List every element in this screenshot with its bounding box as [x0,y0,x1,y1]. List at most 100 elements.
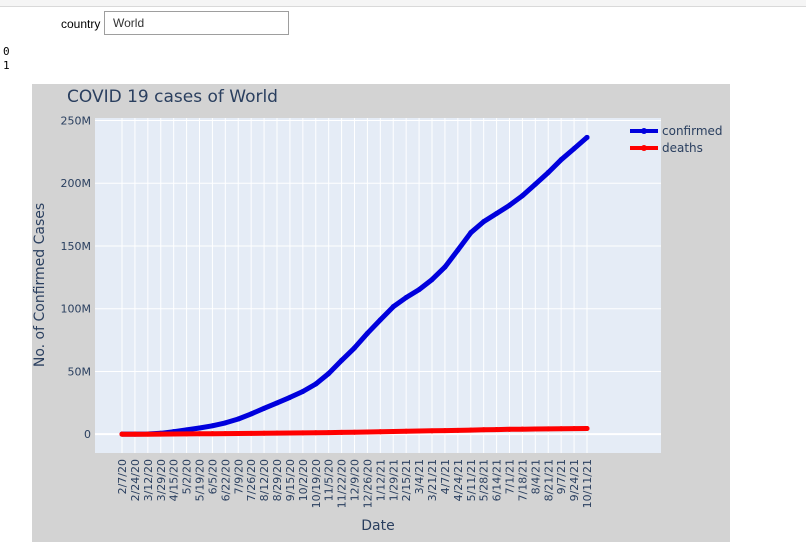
data-point-confirmed [197,425,202,431]
x-tick-label: 3/4/21 [413,459,426,494]
data-point-deaths [481,427,487,433]
x-tick-label: 12/26/20 [361,459,374,508]
x-tick-label: 3/21/21 [426,459,439,501]
x-tick-label: 10/19/20 [310,459,323,508]
data-point-deaths [455,427,461,433]
data-point-deaths [352,429,357,435]
data-point-deaths [571,426,577,432]
x-tick-label: 8/12/20 [258,459,271,501]
y-tick-label: 200M [61,177,92,190]
x-tick-label: 5/19/20 [194,459,207,501]
x-tick-label: 1/12/21 [374,459,387,501]
data-point-deaths [171,431,177,437]
x-tick-label: 8/4/21 [529,459,542,494]
x-tick-label: 1/29/21 [387,459,400,501]
legend-item-confirmed[interactable]: confirmed [630,124,723,138]
data-point-confirmed [209,423,215,429]
x-tick-label: 7/26/20 [245,459,258,501]
y-tick-label: 250M [61,115,92,128]
x-tick-label: 12/9/20 [349,459,362,501]
data-point-deaths [197,431,202,437]
x-tick-label: 9/7/21 [555,459,568,494]
data-point-confirmed [390,304,396,310]
data-point-confirmed [352,345,357,351]
data-point-confirmed [184,427,190,433]
data-point-deaths [507,426,512,432]
legend: confirmed deaths [630,124,723,155]
data-point-deaths [209,431,215,437]
data-point-deaths [429,428,435,434]
data-point-confirmed [507,202,512,208]
x-tick-label: 5/2/20 [181,459,194,494]
data-point-confirmed [313,381,319,387]
x-tick-label: 11/22/20 [336,459,349,508]
x-tick-label: 9/15/20 [284,459,297,501]
data-point-confirmed [584,134,590,140]
data-point-confirmed [339,357,345,363]
x-tick-label: 5/28/21 [478,459,491,501]
chart-title: COVID 19 cases of World [67,87,278,107]
data-point-deaths [442,428,448,434]
x-tick-label: 4/7/21 [439,459,452,494]
data-point-confirmed [455,247,461,253]
data-point-confirmed [558,157,564,163]
country-label: country [61,17,101,31]
data-point-deaths [584,425,590,431]
x-tick-label: 3/12/20 [142,459,155,501]
data-point-deaths [235,430,241,436]
data-point-confirmed [274,400,280,406]
data-point-confirmed [481,219,487,225]
data-point-deaths [377,429,383,435]
data-point-deaths [287,430,293,436]
legend-marker-confirmed [641,128,647,134]
x-tick-label: 2/15/21 [400,459,413,501]
data-point-confirmed [300,389,306,395]
data-point-confirmed [377,317,383,323]
country-input[interactable] [104,11,289,35]
x-tick-label: 6/14/21 [491,459,504,501]
y-axis-title: No. of Confirmed Cases [32,203,48,367]
x-tick-label: 8/21/21 [542,459,555,501]
data-point-deaths [184,431,190,437]
data-point-deaths [132,431,138,437]
data-point-confirmed [248,411,254,417]
data-point-deaths [403,428,409,434]
y-tick-label: 0 [84,428,91,441]
data-point-confirmed [235,416,241,422]
data-point-deaths [416,428,422,434]
x-tick-label: 7/9/20 [232,459,245,494]
chart-plot-area [95,118,661,453]
x-tick-label: 5/11/21 [465,459,478,501]
data-point-confirmed [468,230,474,236]
legend-item-deaths[interactable]: deaths [630,141,703,155]
y-tick-label: 150M [61,240,92,253]
data-point-confirmed [261,405,267,411]
x-tick-label: 9/24/21 [568,459,581,501]
data-point-confirmed [442,264,448,270]
legend-label-confirmed: confirmed [662,124,723,138]
y-tick-label: 50M [68,365,92,378]
data-point-confirmed [429,277,435,283]
output-line-1: 1 [3,59,10,72]
x-tick-label: 4/24/21 [452,459,465,501]
data-point-deaths [519,426,525,432]
data-point-deaths [313,430,319,436]
x-tick-label: 7/18/21 [516,459,529,501]
data-point-deaths [145,431,151,437]
data-point-confirmed [222,420,228,426]
data-point-deaths [300,430,306,436]
data-point-deaths [339,429,345,435]
x-tick-label: 6/5/20 [206,459,219,494]
x-tick-label: 2/7/20 [116,459,129,494]
x-tick-label: 11/5/20 [323,459,336,501]
chart: 0 50M 100M 150M 200M 250M 2/7/20 2/24/20 3/12/2… [32,84,730,542]
data-point-confirmed [545,169,551,175]
data-point-deaths [158,431,164,437]
data-point-deaths [545,426,551,432]
data-point-confirmed [287,394,293,400]
data-point-deaths [248,430,254,436]
x-tick-label: 4/15/20 [168,459,181,501]
y-tick-label: 100M [61,303,92,316]
data-point-deaths [468,427,474,433]
x-axis-title: Date [361,518,394,534]
